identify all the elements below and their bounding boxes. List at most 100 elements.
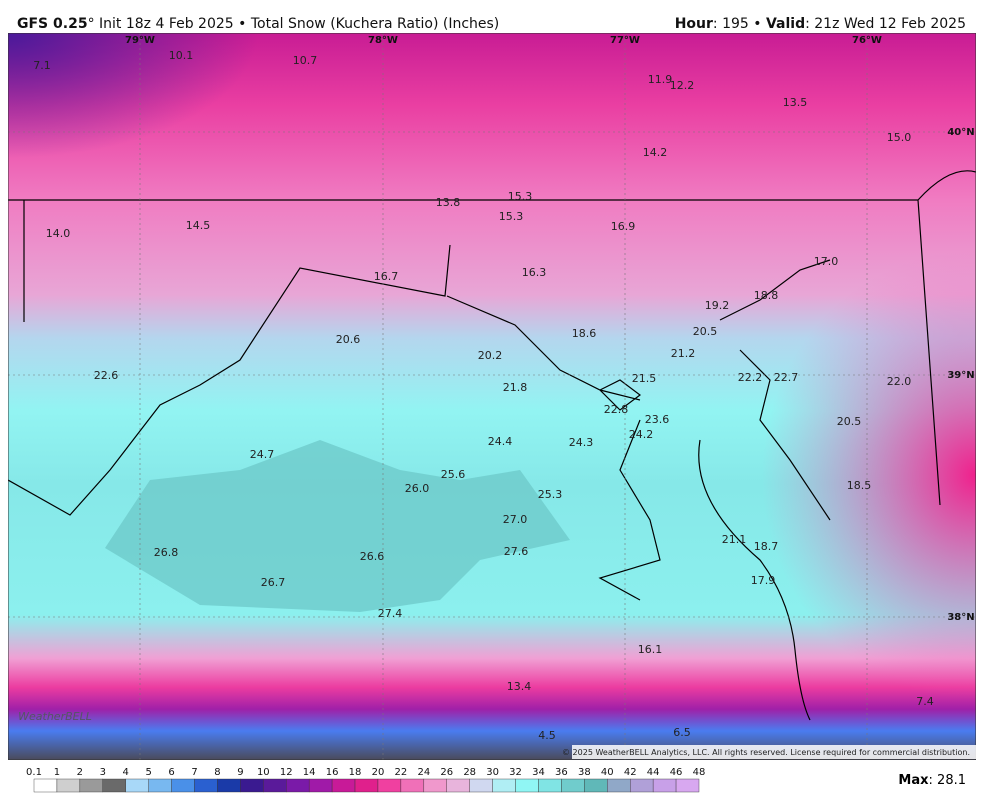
colorbar-tick-label: 7 [191, 767, 197, 778]
copyright-bg [572, 745, 976, 759]
lon-label: 78°W [368, 35, 398, 46]
value-label: 19.2 [705, 299, 730, 312]
value-label: 14.2 [643, 146, 668, 159]
value-label: 18.7 [754, 540, 779, 553]
colorbar-tick-label: 32 [509, 767, 522, 778]
lat-label: 38°N [947, 612, 974, 623]
value-label: 16.7 [374, 270, 399, 283]
value-label: 21.1 [722, 533, 747, 546]
colorbar-tick-label: 6 [168, 767, 174, 778]
value-label: 22.6 [94, 369, 119, 382]
colorbar-cell [630, 778, 654, 793]
colorbar-tick-label: 12 [280, 767, 293, 778]
value-label: 24.4 [488, 435, 513, 448]
value-label: 14.0 [46, 227, 71, 240]
logo: WeatherBELL [18, 710, 92, 723]
colorbar-cell [469, 778, 493, 793]
colorbar-tick-label: 9 [237, 767, 243, 778]
lon-label: 76°W [852, 35, 882, 46]
colorbar-cell [33, 778, 58, 793]
value-label: 18.5 [847, 479, 872, 492]
colorbar-tick-label: 44 [647, 767, 660, 778]
value-label: 13.4 [507, 680, 532, 693]
colorbar-tick-label: 0.1 [26, 767, 42, 778]
max: Max: 28.1 [898, 773, 966, 788]
value-label: 15.0 [887, 131, 912, 144]
colorbar-cell [308, 778, 333, 793]
copyright: © 2025 WeatherBELL Analytics, LLC. All r… [562, 748, 970, 757]
value-label: 26.8 [154, 546, 179, 559]
value-label: 10.1 [169, 49, 194, 62]
value-label: 26.0 [405, 482, 430, 495]
value-label: 24.2 [629, 428, 654, 441]
colorbar-tick-label: 30 [486, 767, 499, 778]
colorbar-cell [263, 778, 287, 793]
value-label: 20.5 [693, 325, 718, 338]
value-label: 13.5 [783, 96, 808, 109]
value-label: 26.7 [261, 576, 286, 589]
lat-label: 39°N [947, 370, 974, 381]
colorbar-cell [217, 778, 241, 793]
value-label: 21.8 [503, 381, 528, 394]
colorbar-cell [286, 778, 310, 793]
colorbar-tick-label: 8 [214, 767, 220, 778]
value-label: 20.2 [478, 349, 503, 362]
colorbar-cell [148, 778, 172, 793]
value-label: 11.9 [648, 73, 673, 86]
value-label: 7.1 [33, 59, 51, 72]
value-label: 22.2 [738, 371, 763, 384]
colorbar-tick-label: 2 [77, 767, 83, 778]
colorbar-tick-label: 24 [417, 767, 430, 778]
value-label: 23.6 [645, 413, 670, 426]
colorbar-tick-label: 48 [693, 767, 706, 778]
colorbar-tick-label: 3 [100, 767, 106, 778]
value-label: 16.9 [611, 220, 636, 233]
colorbar-cell [538, 778, 562, 793]
value-label: 10.7 [293, 54, 318, 67]
colorbar-cell [400, 778, 425, 793]
colorbar-tick-label: 18 [349, 767, 362, 778]
colorbar-tick-label: 28 [463, 767, 476, 778]
colorbar-tick-label: 22 [395, 767, 408, 778]
colorbar-cell [102, 778, 126, 793]
value-label: 18.8 [754, 289, 779, 302]
value-label: 12.2 [670, 79, 695, 92]
value-label: 21.2 [671, 347, 696, 360]
header-right: Hour: 195 • Valid: 21z Wed 12 Feb 2025 [675, 16, 966, 32]
colorbar-cell [331, 778, 356, 793]
colorbar-tick-label: 40 [601, 767, 614, 778]
value-label: 27.4 [378, 607, 403, 620]
colorbar-tick-label: 34 [532, 767, 545, 778]
value-label: 16.1 [638, 643, 663, 656]
colorbar-tick-label: 36 [555, 767, 568, 778]
value-label: 24.3 [569, 436, 594, 449]
colorbar-tick-label: 10 [257, 767, 270, 778]
model: GFS 0.25 [17, 16, 88, 32]
value-label: 20.5 [837, 415, 862, 428]
value-label: 14.5 [186, 219, 211, 232]
value-label: 15.3 [508, 190, 533, 203]
value-label: 16.3 [522, 266, 547, 279]
map [8, 33, 976, 760]
colorbar-tick-label: 42 [624, 767, 637, 778]
title: ° Init 18z 4 Feb 2025 • Total Snow (Kuch… [88, 16, 500, 32]
colorbar-cell [240, 778, 264, 793]
colorbar-cell [171, 778, 195, 793]
header-left: GFS 0.25° Init 18z 4 Feb 2025 • Total Sn… [17, 16, 499, 32]
value-label: 17.9 [751, 574, 776, 587]
colorbar-tick-label: 5 [145, 767, 151, 778]
colorbar-tick-label: 16 [326, 767, 339, 778]
colorbar-tick-label: 26 [440, 767, 453, 778]
colorbar-cell [652, 778, 677, 793]
value-label: 22.7 [774, 371, 799, 384]
value-label: 27.6 [504, 545, 529, 558]
value-label: 17.0 [814, 255, 839, 268]
value-label: 13.8 [436, 196, 461, 209]
lon-label: 79°W [125, 35, 155, 46]
value-label: 18.6 [572, 327, 597, 340]
valid: : 21z Wed 12 Feb 2025 [805, 16, 966, 32]
colorbar-cell [56, 778, 81, 793]
hour-label: Hour [675, 16, 713, 32]
